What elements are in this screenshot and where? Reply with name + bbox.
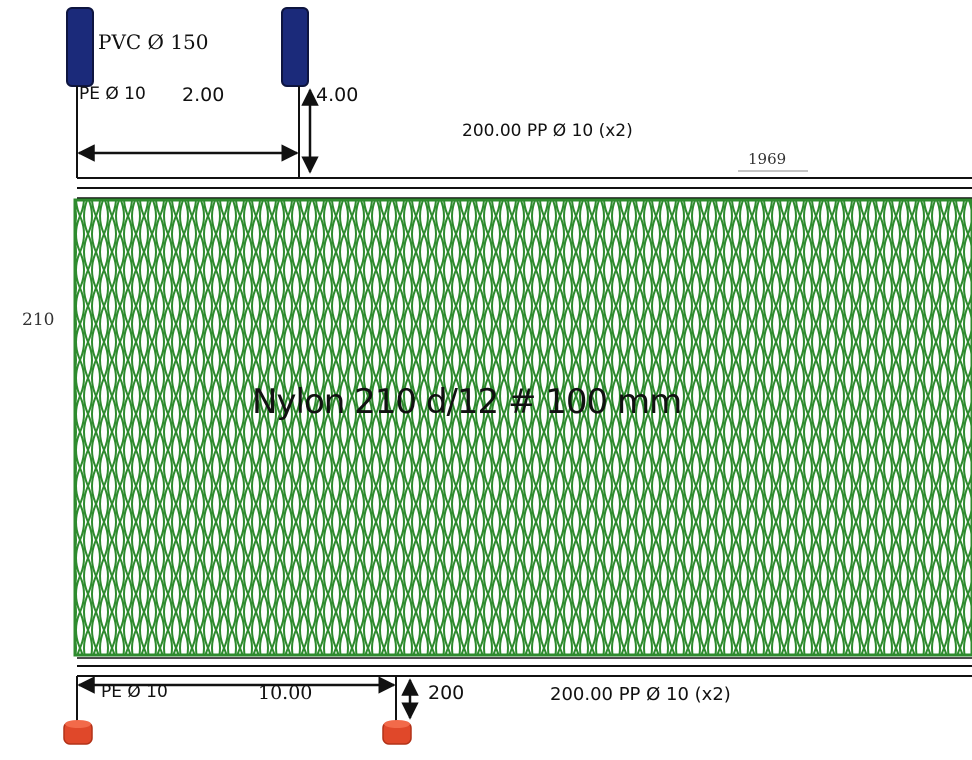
footrope-label: 200.00 PP Ø 10 (x2) (550, 684, 731, 705)
headrope-label: 200.00 PP Ø 10 (x2) (462, 121, 633, 141)
net-depth-label: 210 (22, 310, 55, 330)
sinker-icon (382, 720, 412, 745)
float-icon (281, 7, 309, 87)
float-line-label: PE Ø 10 (79, 84, 146, 104)
float-drop-label: 4.00 (316, 84, 359, 106)
sinker-drop-label: 200 (428, 682, 465, 704)
float-icon (66, 7, 94, 87)
netting-label: Nylon 210 d/12 # 100 mm (252, 382, 682, 422)
sinker-icon (63, 720, 93, 745)
netting-panel (75, 200, 972, 655)
sinker-line-label: PE Ø 10 (101, 682, 168, 702)
float-label: PVC Ø 150 (98, 30, 209, 54)
netting-border (73, 198, 972, 657)
float-spacing-label: 2.00 (182, 84, 225, 106)
sinker-spacing-label: 10.00 (258, 682, 313, 704)
net-length-label: 1969 (748, 150, 787, 168)
